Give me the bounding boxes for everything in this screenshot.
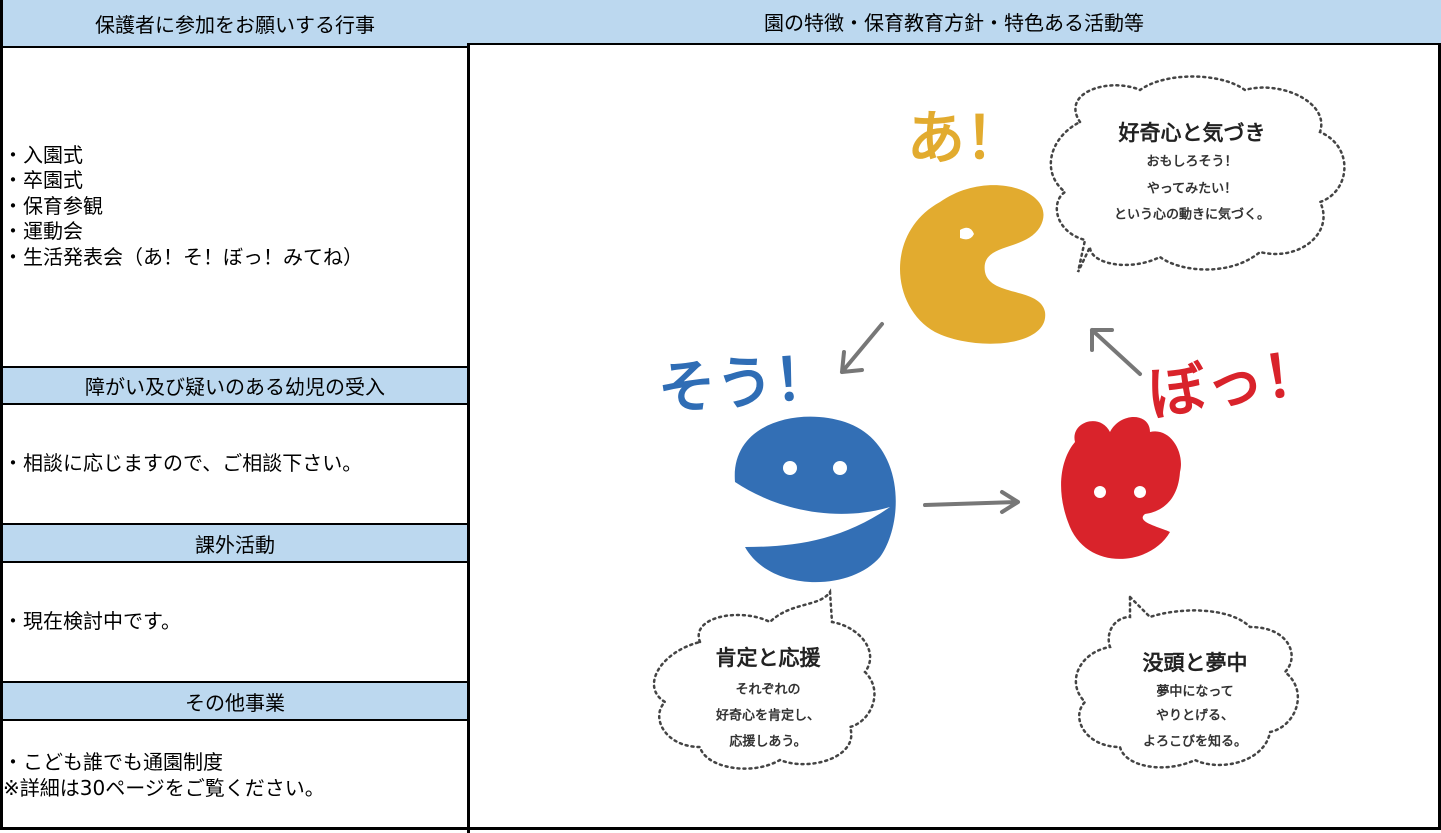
exclamation: あ！ xyxy=(907,104,1023,172)
thought-cloud xyxy=(1049,75,1346,273)
exclamation: ぼっ！ xyxy=(1144,337,1326,429)
list-item: ・現在検討中です。 xyxy=(3,608,181,633)
section-body: ・現在検討中です。 xyxy=(3,563,467,680)
eye xyxy=(833,461,847,475)
eye xyxy=(783,461,797,475)
section-body: ・入園式 ・卒園式 ・保育参観 ・運動会 ・生活発表会（あ！そ！ぼっ！みてね） xyxy=(3,48,467,365)
section-header: 障がい及び疑いのある幼児の受入 xyxy=(3,366,467,405)
section-header: 保護者に参加をお願いする行事 xyxy=(3,0,467,48)
cloud-caption: 肯定と応援 xyxy=(716,646,822,670)
cloud-line: やりとげる、 xyxy=(1156,708,1234,724)
section-header: 課外活動 xyxy=(3,523,467,563)
red-character xyxy=(1061,417,1181,559)
thought-cloud xyxy=(1074,593,1299,769)
list-item: ・相談に応じますので、ご相談下さい。 xyxy=(3,450,363,475)
cloud-caption: 好奇心と気づき xyxy=(1118,121,1266,145)
list-item: ・運動会 xyxy=(3,219,83,244)
arrow xyxy=(923,490,1020,514)
blue-character xyxy=(734,416,896,583)
cloud-line: 夢中になって xyxy=(1156,684,1233,700)
eye xyxy=(960,227,974,240)
cloud-line: よろこびを知る。 xyxy=(1143,734,1247,750)
thought-cloud xyxy=(652,588,876,770)
divider xyxy=(467,3,470,833)
cloud-line: 応援しあう。 xyxy=(729,734,806,750)
list-item: ・こども誰でも通園制度 xyxy=(3,750,223,774)
list-item: ・生活発表会（あ！そ！ぼっ！みてね） xyxy=(3,244,363,269)
arrow xyxy=(840,322,884,374)
list-item: ・卒園式 xyxy=(3,168,83,193)
cloud-caption: 没頭と夢中 xyxy=(1143,651,1248,675)
section-body: ・こども誰でも通園制度 ※詳細は30ページをご覧ください。 xyxy=(3,721,467,830)
cloud-line: 好奇心を肯定し、 xyxy=(715,708,820,724)
section-header: その他事業 xyxy=(3,681,467,721)
list-item: ※詳細は30ページをご覧ください。 xyxy=(3,775,325,800)
arrow xyxy=(1090,328,1142,376)
section-body: ・相談に応じますので、ご相談下さい。 xyxy=(3,405,467,522)
yellow-character xyxy=(900,185,1046,344)
right-header: 園の特徴・保育教育方針・特色ある活動等 xyxy=(467,0,1441,45)
list-item: ・入園式 xyxy=(3,142,83,167)
cloud-line: という心の動きに気づく。 xyxy=(1114,207,1270,223)
exclamation: そう！ xyxy=(656,343,834,423)
cloud-line: やってみたい！ xyxy=(1147,182,1237,197)
cloud-line: おもしろそう！ xyxy=(1146,155,1237,170)
cloud-line: それぞれの xyxy=(735,683,800,698)
list-item: ・保育参観 xyxy=(3,193,103,218)
eye xyxy=(1094,486,1106,498)
eye xyxy=(1134,486,1146,498)
